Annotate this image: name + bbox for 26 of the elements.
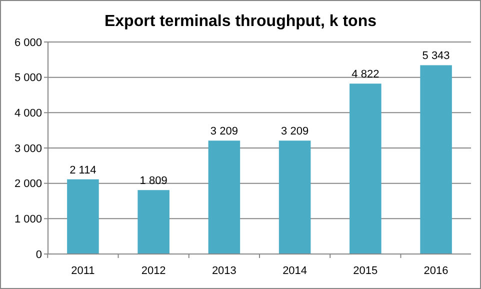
x-tick-label: 2016 — [424, 265, 448, 277]
data-label: 3 209 — [210, 126, 238, 138]
x-tick-label: 2011 — [71, 265, 95, 277]
bar — [420, 65, 452, 254]
y-tick-label: 0 — [36, 248, 42, 261]
x-tick-label: 2014 — [282, 265, 308, 277]
x-tick-label: 2015 — [353, 265, 378, 277]
bar — [350, 84, 382, 254]
bar — [67, 179, 99, 254]
bar — [278, 140, 311, 254]
y-tick-label: 5 000 — [14, 72, 42, 84]
y-tick-label: 3 000 — [14, 142, 42, 155]
x-tick-label: 2013 — [212, 265, 236, 277]
data-label: 4 822 — [352, 68, 380, 81]
data-label: 3 209 — [281, 126, 309, 138]
bar — [138, 190, 170, 254]
y-tick-label: 4 000 — [14, 108, 42, 120]
data-label: 2 114 — [70, 164, 96, 176]
y-tick-label: 2 000 — [14, 178, 42, 190]
data-label: 1 809 — [140, 175, 168, 188]
chart-title: Export terminals throughput, k tons — [104, 13, 377, 30]
data-label: 5 343 — [422, 50, 450, 62]
x-tick-label: 2012 — [141, 265, 166, 277]
y-tick-label: 6 000 — [14, 36, 42, 49]
y-tick-label: 1 000 — [14, 214, 42, 226]
bar — [208, 140, 240, 254]
